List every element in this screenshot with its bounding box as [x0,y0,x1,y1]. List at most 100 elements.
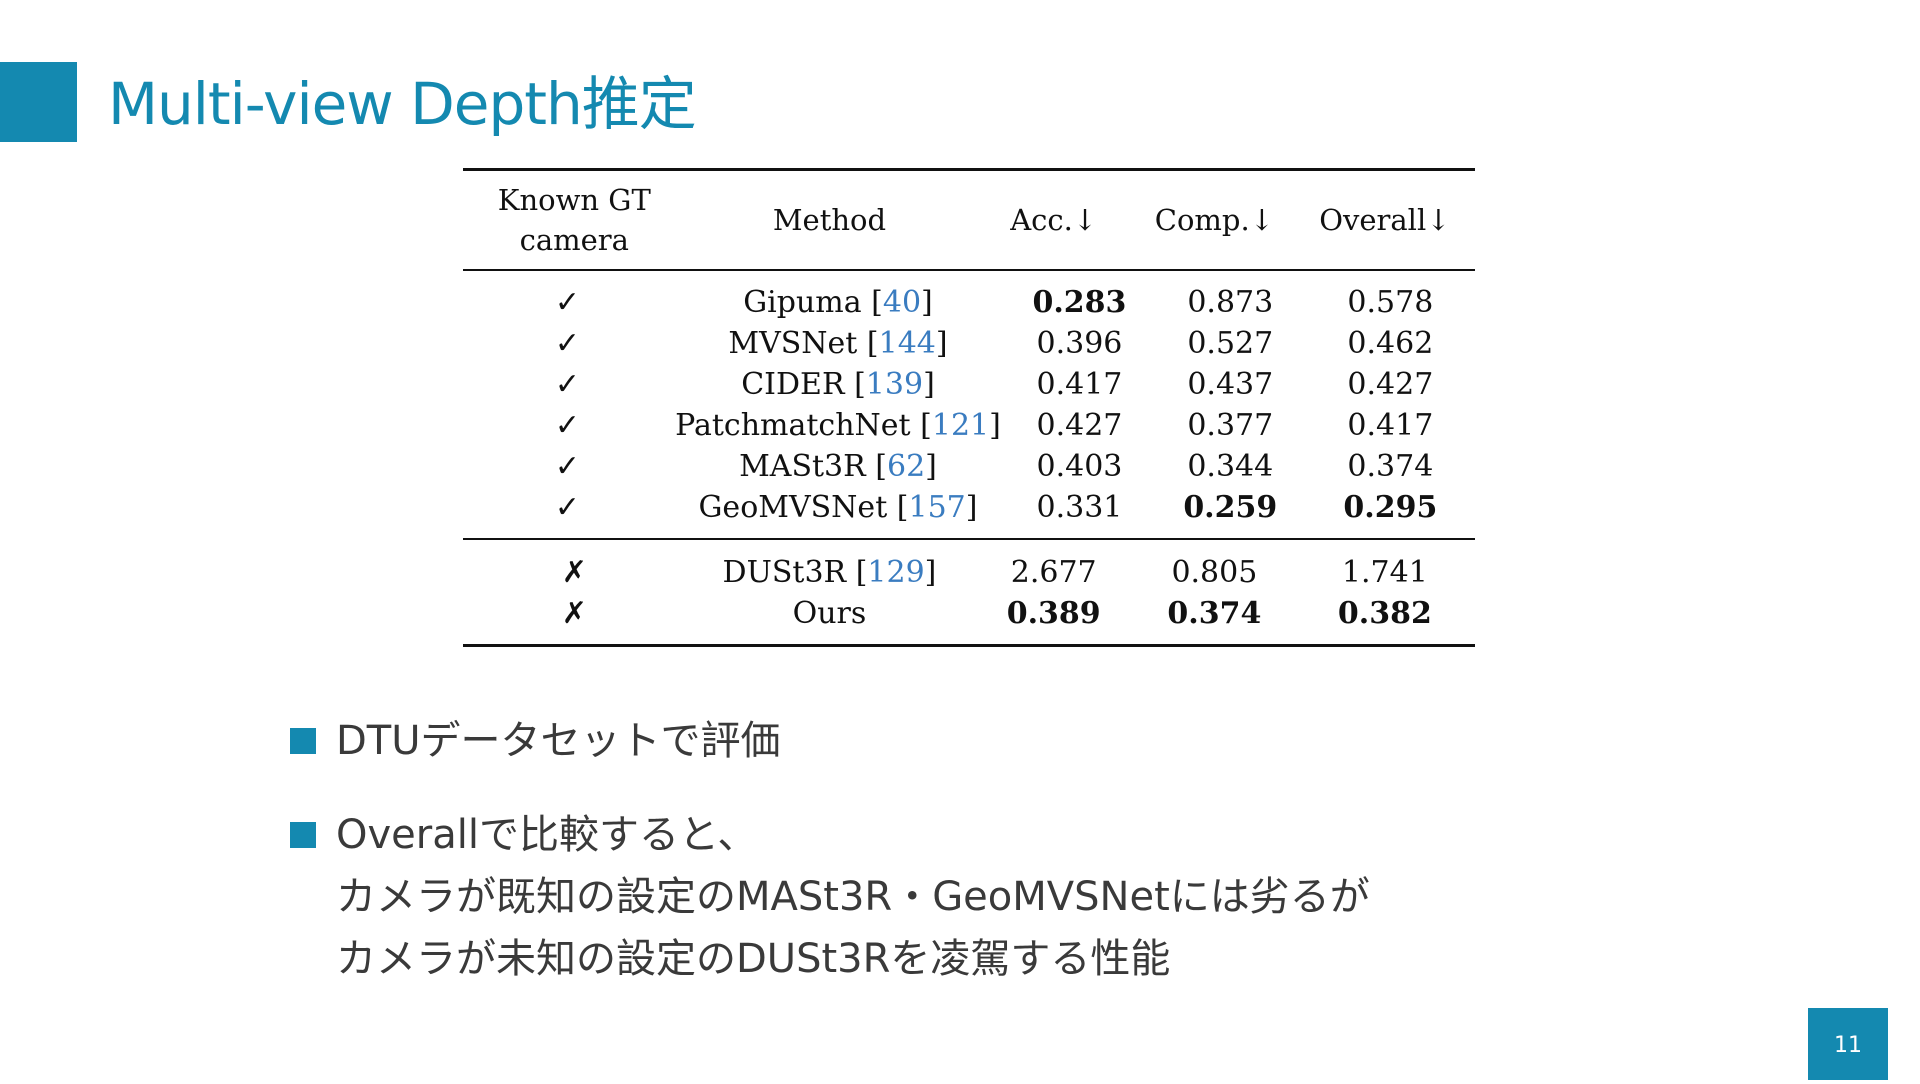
acc-value: 0.403 [1036,449,1123,484]
bracket: ] [921,285,933,320]
header-method: Method [772,203,887,237]
comp-value: 0.377 [1187,408,1274,443]
title-accent-block [0,62,77,142]
table-row: ✓ CIDER [139] 0.417 0.437 0.427 [463,364,1475,405]
slide-title: Multi-view Depth推定 [108,70,697,138]
header-overall: Overall↓ [1319,203,1451,237]
bullet-line: Overallで比較すると、 [336,812,758,858]
header-acc: Acc.↓ [1010,203,1098,237]
table-row: ✓ PatchmatchNet [121] 0.427 0.377 0.417 [463,405,1475,446]
bracket: ] [989,408,1001,443]
known-camera-mark: ✓ [554,285,581,320]
method-cell: MASt3R [62] [672,446,1004,487]
bullet-line: カメラが既知の設定のMASt3R・GeoMVSNetには劣るが [336,874,1370,920]
table-row: ✓ MVSNet [144] 0.396 0.527 0.462 [463,323,1475,364]
comp-value: 0.344 [1187,449,1274,484]
citation-ref: 62 [886,449,926,484]
method-name: Gipuma [743,285,862,320]
table-group-rule [463,538,1475,540]
comp-value: 0.437 [1187,367,1274,402]
method-name: PatchmatchNet [675,408,911,443]
method-name: Ours [792,596,867,631]
citation-ref: 129 [867,555,925,590]
comp-value: 0.873 [1187,285,1274,320]
table-top-rule [463,168,1475,171]
header-comp: Comp.↓ [1154,203,1274,237]
comp-value: 0.259 [1183,490,1278,525]
method-cell: GeoMVSNet [157] [672,487,1004,528]
bullet-list: DTUデータセットで評価 Overallで比較すると、カメラが既知の設定のMASt… [290,710,1370,990]
known-camera-mark: ✓ [554,326,581,361]
bullet-item: DTUデータセットで評価 [290,710,1370,772]
table-header-rule [463,269,1475,271]
overall-value: 0.427 [1347,367,1434,402]
known-camera-mark: ✓ [554,408,581,443]
table-row: ✓ GeoMVSNet [157] 0.331 0.259 0.295 [463,487,1475,528]
overall-value: 0.462 [1347,326,1434,361]
bracket: ] [924,555,937,590]
page-number: 11 [1808,1008,1888,1080]
table-bottom-rule [463,644,1475,647]
comp-value: 0.527 [1187,326,1274,361]
results-table: Known GT camera Method Acc.↓ Comp.↓ Over… [463,168,1475,647]
acc-value: 0.396 [1036,326,1123,361]
method-cell: CIDER [139] [672,364,1004,405]
method-name: DUSt3R [722,555,847,590]
acc-value: 0.389 [1006,596,1101,631]
bracket: [ [857,326,879,361]
bracket: ] [925,449,937,484]
bracket: [ [910,408,932,443]
known-camera-mark: ✓ [554,449,581,484]
bullet-square-icon [290,822,316,848]
bracket: [ [846,555,868,590]
overall-value: 0.417 [1347,408,1434,443]
overall-value: 0.382 [1337,596,1432,631]
method-cell: MVSNet [144] [672,323,1004,364]
method-cell: Gipuma [40] [672,282,1004,323]
citation-ref: 40 [882,285,922,320]
bracket: [ [861,285,883,320]
acc-value: 0.427 [1036,408,1123,443]
acc-value: 0.417 [1036,367,1123,402]
header-known-gt-camera: Known GT camera [497,183,651,257]
overall-value: 0.295 [1343,490,1438,525]
table-row: ✓ MASt3R [62] 0.403 0.344 0.374 [463,446,1475,487]
comp-value: 0.374 [1167,596,1262,631]
table-row: ✓ Gipuma [40] 0.283 0.873 0.578 [463,282,1475,323]
acc-value: 2.677 [1010,555,1097,590]
bracket: [ [844,367,866,402]
citation-ref: 144 [878,326,936,361]
method-name: MVSNet [728,326,858,361]
bracket: ] [923,367,935,402]
bullet-line: DTUデータセットで評価 [336,718,781,764]
bullet-line: カメラが未知の設定のDUSt3Rを凌駕する性能 [336,936,1171,982]
method-cell: Ours [686,593,974,634]
bracket: [ [887,490,909,525]
method-cell: PatchmatchNet [121] [672,405,1004,446]
method-name: CIDER [741,367,845,402]
table-row: ✗ DUSt3R [129] 2.677 0.805 1.741 [463,552,1475,593]
method-name: GeoMVSNet [698,490,888,525]
table-header-row: Known GT camera Method Acc.↓ Comp.↓ Over… [463,171,1475,269]
overall-value: 0.374 [1347,449,1434,484]
bullet-square-icon [290,728,316,754]
citation-ref: 121 [931,408,990,443]
comp-value: 0.805 [1171,555,1258,590]
bracket: ] [965,490,978,525]
bracket: [ [865,449,887,484]
acc-value: 0.283 [1032,285,1127,320]
known-camera-mark: ✗ [561,596,587,631]
citation-ref: 139 [865,367,924,402]
known-camera-mark: ✓ [554,367,581,402]
acc-value: 0.331 [1036,490,1123,525]
known-camera-mark: ✗ [561,555,587,590]
overall-value: 1.741 [1341,555,1428,590]
citation-ref: 157 [908,490,966,525]
bracket: ] [935,326,948,361]
method-name: MASt3R [739,449,866,484]
overall-value: 0.578 [1347,285,1434,320]
table-row: ✗ Ours 0.389 0.374 0.382 [463,593,1475,634]
known-camera-mark: ✓ [554,490,581,525]
method-cell: DUSt3R [129] [686,552,974,593]
bullet-item: Overallで比較すると、カメラが既知の設定のMASt3R・GeoMVSNet… [290,804,1370,990]
